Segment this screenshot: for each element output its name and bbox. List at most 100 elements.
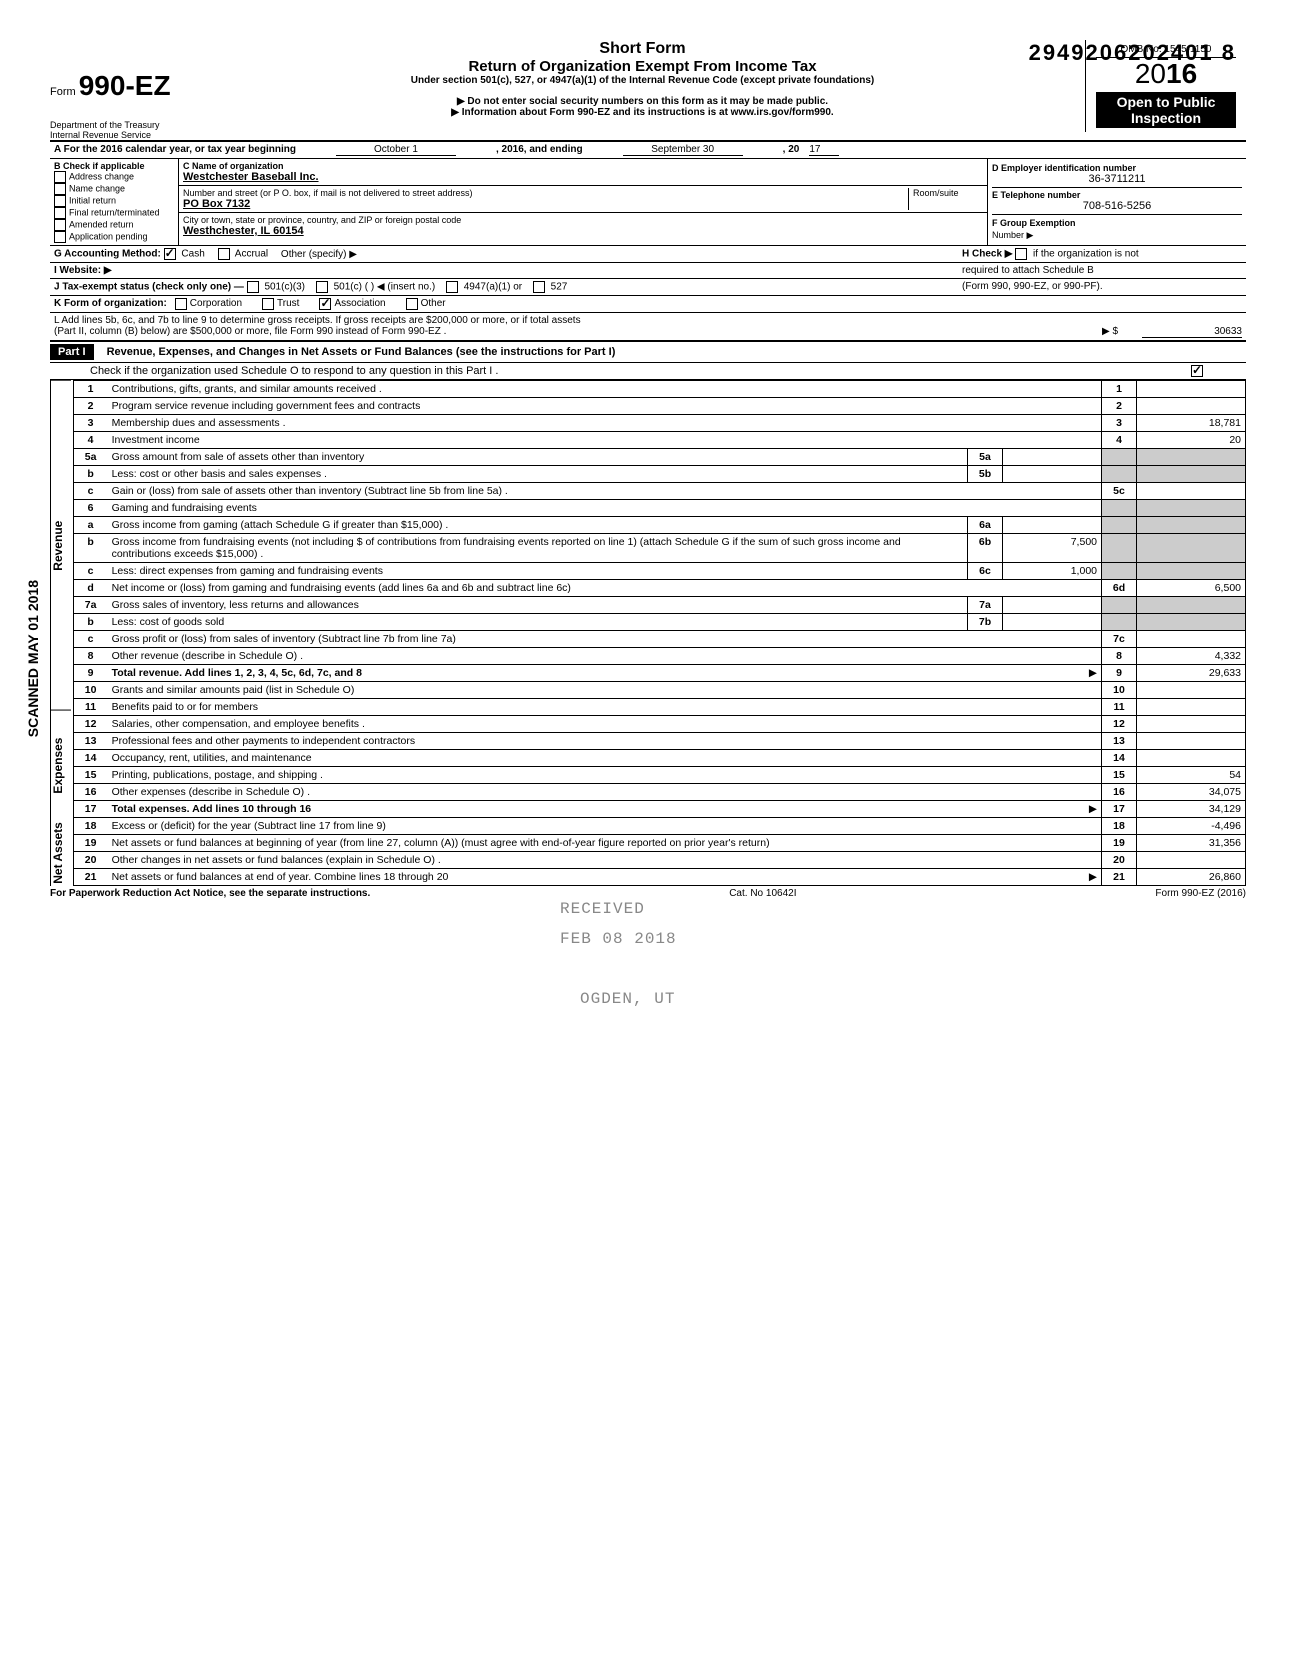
stamp-ogden: OGDEN, UT [580, 990, 675, 1008]
open-public-1: Open to Public [1098, 94, 1234, 110]
ln-13-num: 13 [73, 733, 108, 750]
ln-2-amt [1137, 398, 1246, 415]
lbl-final-return: Final return/terminated [69, 207, 160, 217]
ln-9-desc: Total revenue. Add lines 1, 2, 3, 4, 5c,… [112, 667, 362, 679]
ln-6a-num: a [73, 517, 108, 534]
ln-6b-desc: Gross income from fundraising events (no… [108, 534, 968, 563]
ln-4-num: 4 [73, 432, 108, 449]
ln-18-desc: Excess or (deficit) for the year (Subtra… [108, 818, 1102, 835]
ln-16-amt: 34,075 [1137, 784, 1246, 801]
ln-6c-desc: Less: direct expenses from gaming and fu… [108, 563, 968, 580]
cb-app-pending[interactable] [54, 231, 66, 243]
ln-17-col: 17 [1102, 801, 1137, 818]
ln-5c-amt [1137, 483, 1246, 500]
form-prefix: Form [50, 86, 76, 98]
cb-sched-b[interactable] [1015, 248, 1027, 260]
cb-501c[interactable] [316, 281, 328, 293]
sec-k-label: K Form of organization: [54, 298, 167, 310]
cb-assoc[interactable] [319, 298, 331, 310]
ln-12-amt [1137, 716, 1246, 733]
ln-9-amt: 29,633 [1137, 665, 1246, 682]
ln-8-col: 8 [1102, 648, 1137, 665]
cb-trust[interactable] [262, 298, 274, 310]
ln-16-num: 16 [73, 784, 108, 801]
ln-16-col: 16 [1102, 784, 1137, 801]
side-expenses: Expenses [51, 710, 71, 821]
part-i-title: Revenue, Expenses, and Changes in Net As… [107, 346, 616, 358]
ln-4-amt: 20 [1137, 432, 1246, 449]
cb-final-return[interactable] [54, 207, 66, 219]
ln-6d-desc: Net income or (loss) from gaming and fun… [108, 580, 1102, 597]
ln-6b-sub: 6b [968, 534, 1003, 563]
ln-17-amt: 34,129 [1137, 801, 1246, 818]
ln-3-amt: 18,781 [1137, 415, 1246, 432]
cb-corp[interactable] [175, 298, 187, 310]
ln-21-col: 21 [1102, 869, 1137, 886]
lbl-corp: Corporation [190, 298, 242, 310]
ein-value: 36-3711211 [992, 173, 1242, 185]
sec-f-label2: Number ▶ [992, 230, 1033, 240]
ln-2-col: 2 [1102, 398, 1137, 415]
city-label: City or town, state or province, country… [183, 215, 983, 225]
cb-4947[interactable] [446, 281, 458, 293]
ln-11-num: 11 [73, 699, 108, 716]
cb-other-org[interactable] [406, 298, 418, 310]
cb-name-change[interactable] [54, 183, 66, 195]
ln-6d-amt: 6,500 [1137, 580, 1246, 597]
lbl-name-change: Name change [69, 183, 125, 193]
stamp-date: FEB 08 2018 [560, 930, 677, 948]
ln-11-col: 11 [1102, 699, 1137, 716]
lbl-address-change: Address change [69, 171, 134, 181]
open-public-2: Inspection [1098, 110, 1234, 126]
ln-12-col: 12 [1102, 716, 1137, 733]
cb-cash[interactable] [164, 248, 176, 260]
sec-e-label: E Telephone number [992, 190, 1242, 200]
ln-5b-desc: Less: cost or other basis and sales expe… [108, 466, 968, 483]
ln-6c-sub: 6c [968, 563, 1003, 580]
ln-5c-desc: Gain or (loss) from sale of assets other… [108, 483, 1102, 500]
part-i-check-line: Check if the organization used Schedule … [90, 365, 498, 377]
cb-amended[interactable] [54, 219, 66, 231]
ln-10-desc: Grants and similar amounts paid (list in… [108, 682, 1102, 699]
ln-2-desc: Program service revenue including govern… [108, 398, 1102, 415]
ln-3-col: 3 [1102, 415, 1137, 432]
cb-initial-return[interactable] [54, 195, 66, 207]
side-revenue: Revenue [51, 380, 71, 710]
ln-4-desc: Investment income [108, 432, 1102, 449]
ln-6b-num: b [73, 534, 108, 563]
lbl-insert: ) ◀ (insert no.) [371, 282, 435, 293]
ln-21-num: 21 [73, 869, 108, 886]
ln-7a-num: 7a [73, 597, 108, 614]
ln-7b-desc: Less: cost of goods sold [108, 614, 968, 631]
ln-6a-subamt [1003, 517, 1102, 534]
ln-7a-desc: Gross sales of inventory, less returns a… [108, 597, 968, 614]
line-a-mid: , 2016, and ending [496, 144, 583, 156]
sec-l-line2: (Part II, column (B) below) are $500,000… [54, 326, 1102, 338]
title-short-form: Short Form [220, 40, 1065, 58]
ln-10-amt [1137, 682, 1246, 699]
footer: For Paperwork Reduction Act Notice, see … [50, 886, 1246, 899]
ln-15-col: 15 [1102, 767, 1137, 784]
ln-6b-subamt: 7,500 [1003, 534, 1102, 563]
dept-treasury: Department of the Treasury [50, 120, 200, 130]
cb-527[interactable] [533, 281, 545, 293]
lines-table: 1Contributions, gifts, grants, and simil… [73, 380, 1246, 886]
cb-address-change[interactable] [54, 171, 66, 183]
ln-5a-desc: Gross amount from sale of assets other t… [108, 449, 968, 466]
lbl-initial-return: Initial return [69, 195, 116, 205]
ln-7c-col: 7c [1102, 631, 1137, 648]
title-under-section: Under section 501(c), 527, or 4947(a)(1)… [220, 75, 1065, 86]
ln-7b-subamt [1003, 614, 1102, 631]
lbl-501c: 501(c) ( [334, 282, 368, 293]
ln-9-col: 9 [1102, 665, 1137, 682]
org-addr: PO Box 7132 [183, 198, 908, 210]
ln-19-desc: Net assets or fund balances at beginning… [108, 835, 1102, 852]
side-netassets: Net Assets [51, 820, 71, 886]
ln-5b-sub: 5b [968, 466, 1003, 483]
cb-501c3[interactable] [247, 281, 259, 293]
instr-ssn: ▶ Do not enter social security numbers o… [220, 96, 1065, 107]
cb-schedule-o[interactable] [1191, 365, 1203, 377]
cb-accrual[interactable] [218, 248, 230, 260]
ln-8-amt: 4,332 [1137, 648, 1246, 665]
ln-6a-desc: Gross income from gaming (attach Schedul… [108, 517, 968, 534]
